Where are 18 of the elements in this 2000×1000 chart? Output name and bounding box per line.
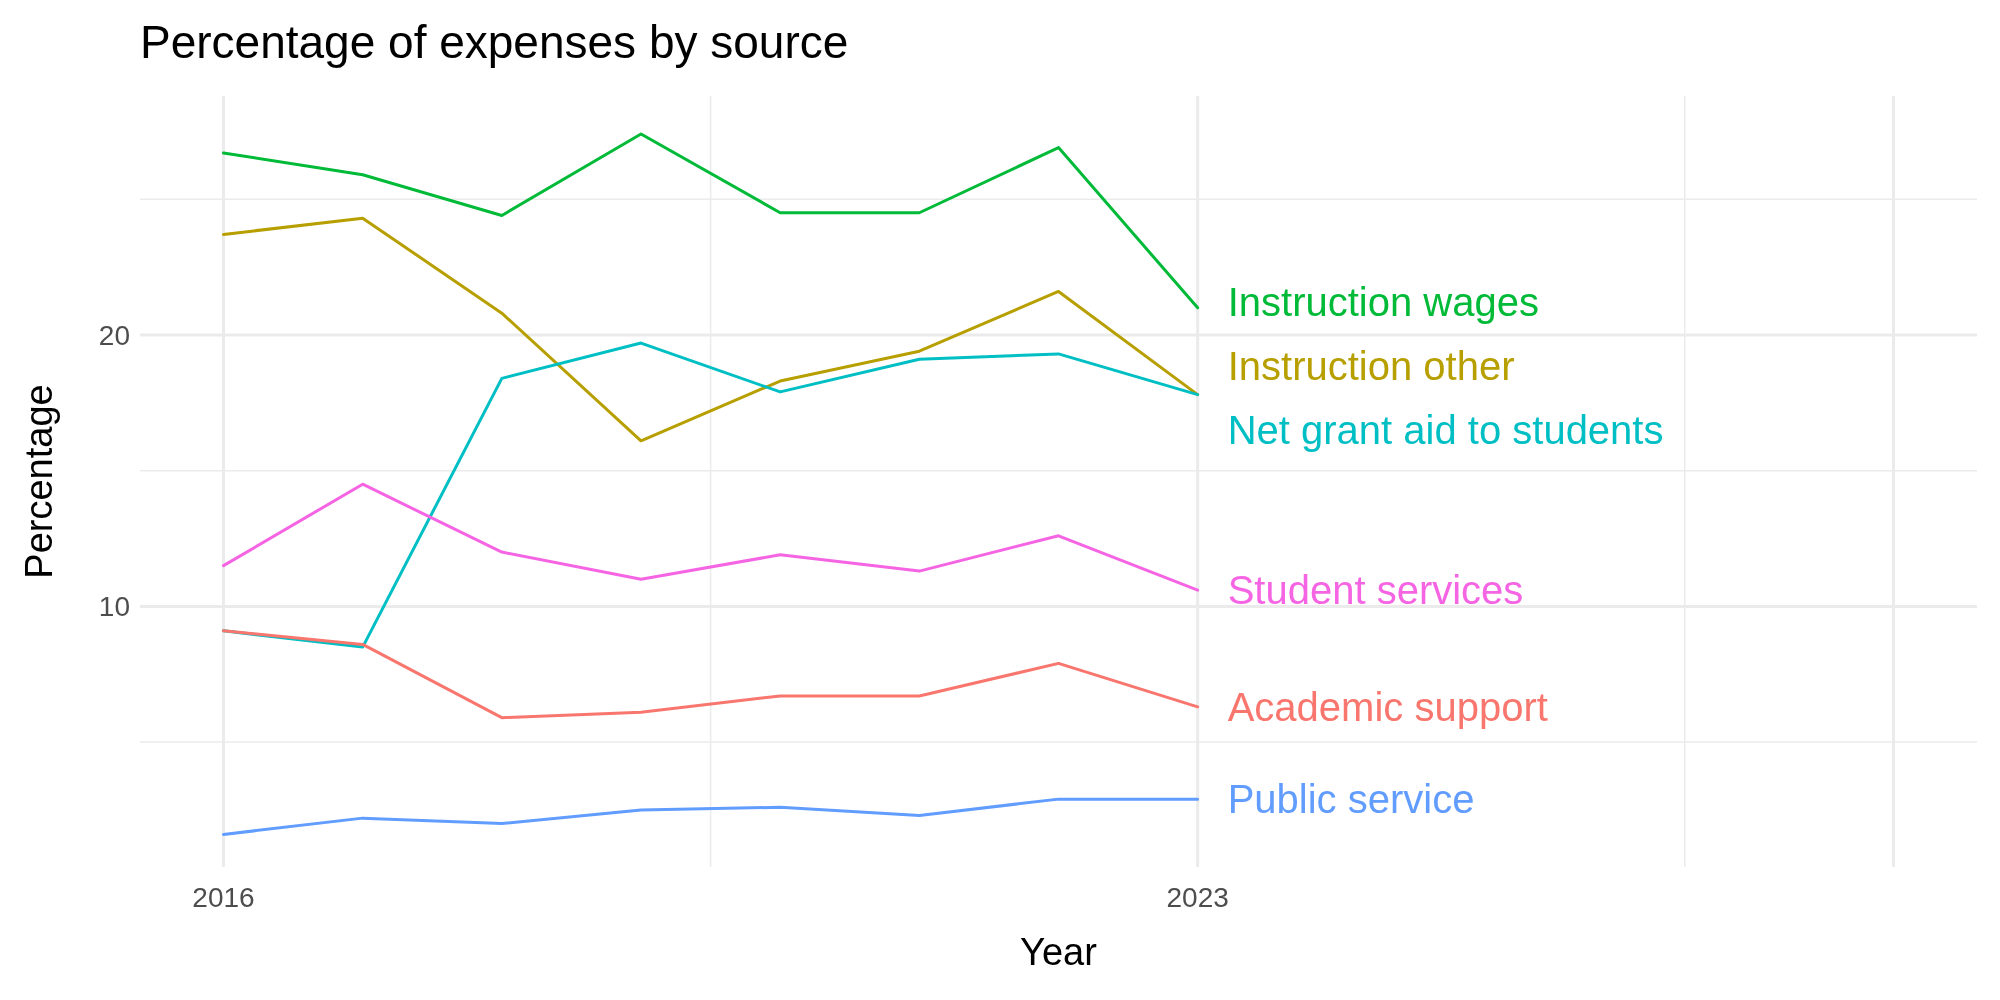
line-series — [222, 629, 1200, 720]
line-series — [222, 216, 1200, 443]
y-tick-label: 20 — [98, 319, 130, 351]
series-label: Instruction wages — [1227, 279, 1539, 324]
y-axis-title: Percentage — [18, 384, 60, 579]
series-label: Instruction other — [1227, 343, 1515, 388]
chart-title: Percentage of expenses by source — [140, 16, 849, 68]
series-label: Net grant aid to students — [1227, 407, 1664, 452]
series-label: Public service — [1227, 777, 1475, 822]
x-axis-title: Year — [1020, 931, 1098, 973]
x-tick-label: 2023 — [1166, 882, 1229, 913]
line-series — [222, 132, 1200, 310]
y-tick-label: 10 — [98, 591, 130, 623]
series-label: Academic support — [1227, 684, 1548, 729]
series-label: Student services — [1227, 568, 1524, 613]
line-series — [222, 797, 1200, 836]
x-tick-label: 2016 — [192, 882, 255, 913]
line-series — [222, 482, 1200, 592]
